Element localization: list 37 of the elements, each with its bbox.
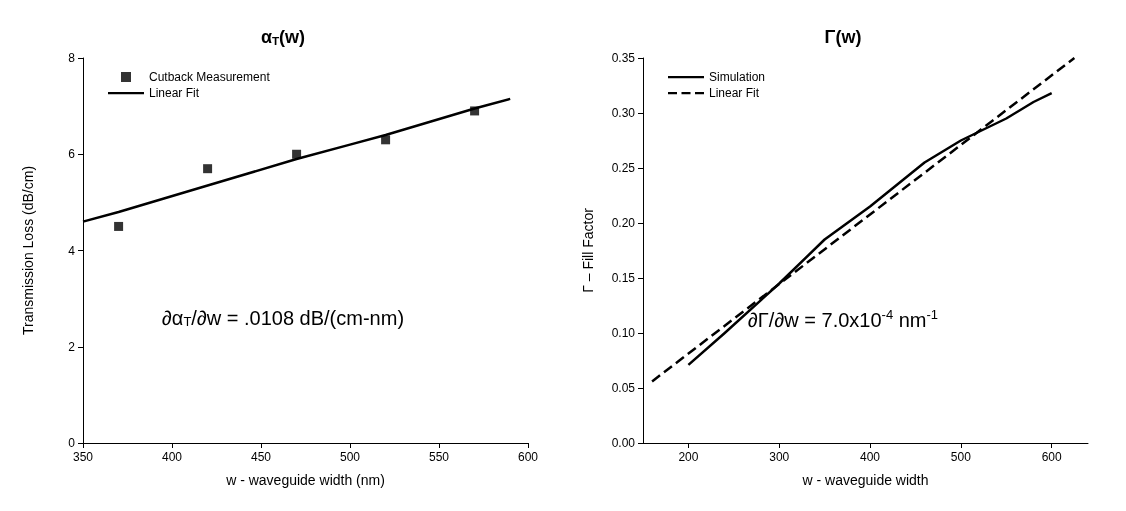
point	[203, 164, 213, 174]
x-tick-label: 600	[1041, 450, 1063, 464]
chart-title: αT(w)	[260, 27, 306, 48]
x-tick-label: 600	[517, 450, 539, 464]
x-tick-label: 400	[860, 450, 881, 464]
point	[114, 221, 124, 231]
x-tick-label: 500	[339, 450, 361, 464]
y-tick-label: 2	[68, 339, 76, 354]
x-tick-label: 400	[161, 450, 183, 464]
y-tick-label: 0.05	[611, 381, 636, 395]
legend-label: Simulation	[709, 70, 766, 84]
y-tick-label: 0.30	[611, 106, 636, 120]
y-tick-label: 6	[68, 147, 76, 162]
x-tick-label: 450	[250, 450, 272, 464]
y-tick-label: 0.20	[611, 216, 636, 230]
y-axis-title: Γ – Fill Factor	[580, 207, 596, 293]
y-tick-label: 0.25	[611, 161, 636, 175]
y-tick-label: 4	[68, 243, 76, 258]
y-tick-label: 0.10	[611, 326, 636, 340]
y-tick-label: 0.35	[611, 51, 636, 65]
y-axis-title: Transmission Loss (dB/cm)	[20, 165, 36, 336]
chart-title: Γ(w)	[824, 27, 862, 48]
x-tick-label: 300	[769, 450, 790, 464]
legend-label: Linear Fit	[149, 86, 200, 100]
x-tick-label: 550	[428, 450, 450, 464]
x-axis-title: w - waveguide width (nm)	[225, 472, 385, 488]
y-tick-label: 0.00	[611, 436, 636, 450]
legend-label: Cutback Measurement	[149, 70, 271, 84]
y-tick-label: 0	[68, 436, 76, 450]
x-tick-label: 500	[950, 450, 972, 464]
y-tick-label: 0.15	[611, 271, 636, 285]
x-tick-label: 200	[678, 450, 699, 464]
x-tick-label: 350	[72, 450, 94, 464]
annotation: ∂αT/∂w = .0108 dB/(cm-nm)	[161, 307, 405, 329]
x-axis-title: w - waveguide width	[801, 472, 929, 488]
legend-label: Linear Fit	[709, 86, 760, 100]
y-tick-label: 8	[68, 51, 76, 65]
